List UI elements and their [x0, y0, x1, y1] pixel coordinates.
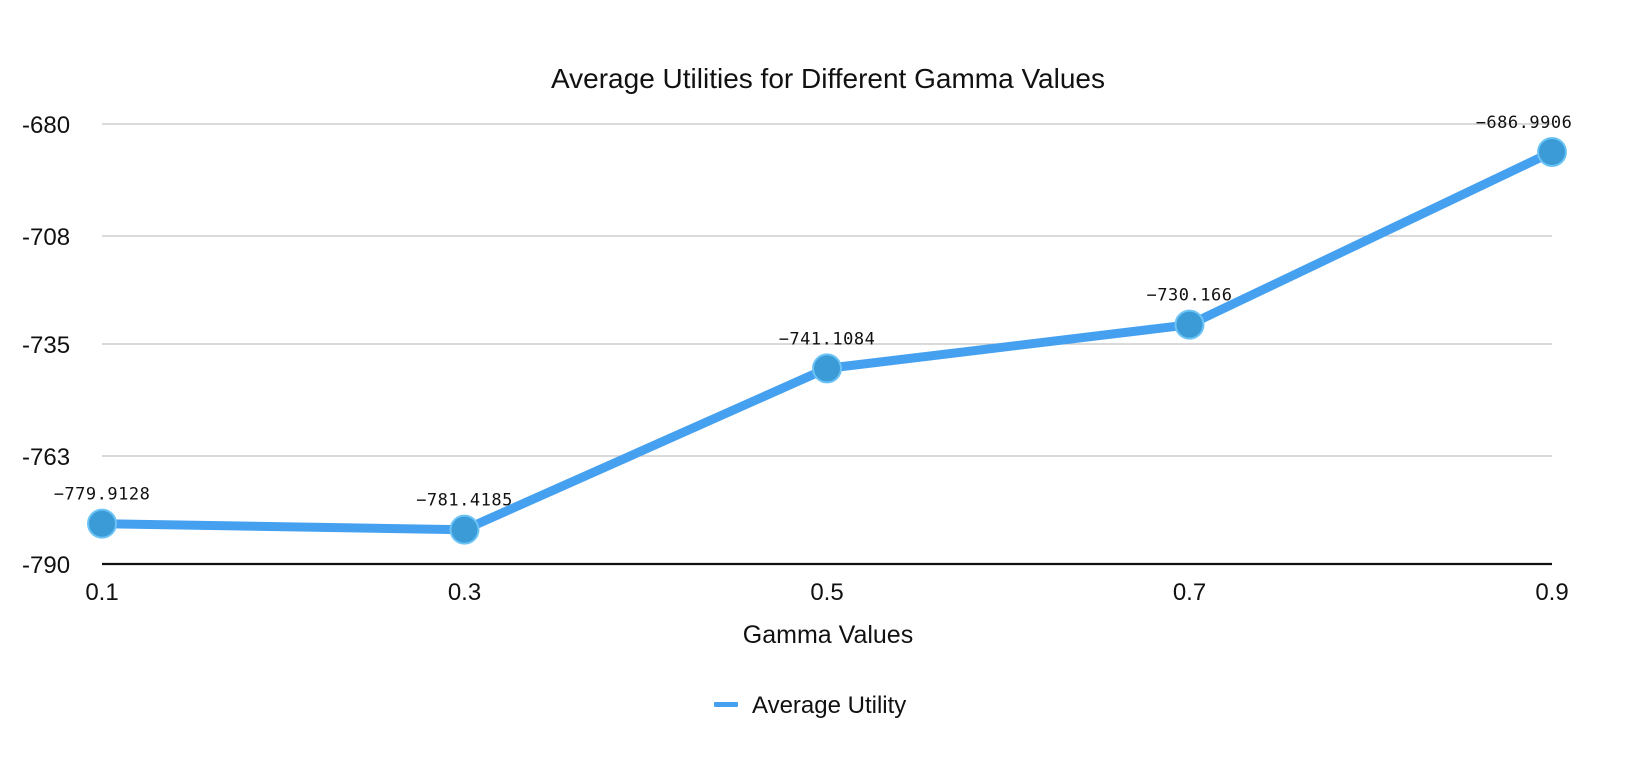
chart-title: Average Utilities for Different Gamma Va… [551, 63, 1105, 94]
axes: -790 -763 -735 -708 -680 0.1 0.3 0.5 0.7 0.9 [22, 112, 1569, 606]
data-label: −741.1084 [779, 329, 876, 349]
x-tick-label: 0.3 [448, 579, 481, 606]
data-label: −781.4185 [416, 491, 513, 511]
gridlines [102, 123, 1552, 457]
x-tick-label: 0.1 [85, 579, 118, 606]
y-tick-label: -790 [22, 552, 70, 579]
data-label: −730.166 [1147, 286, 1233, 306]
data-point [87, 508, 117, 539]
data-point [812, 353, 842, 384]
data-point [1174, 309, 1205, 340]
y-tick-label: -680 [22, 112, 70, 139]
data-label: −779.9128 [54, 485, 151, 505]
data-point [449, 514, 480, 545]
legend-label: Average Utility [752, 692, 906, 719]
series-layer [87, 136, 1567, 545]
y-tick-label: -763 [22, 444, 70, 471]
legend: Average Utility [714, 692, 906, 719]
y-tick-label: -708 [22, 224, 70, 251]
data-label: −686.9906 [1476, 113, 1573, 133]
legend-swatch [714, 702, 738, 707]
x-tick-label: 0.5 [810, 579, 843, 606]
data-labels: −779.9128 −781.4185 −741.1084 −730.166 −686.… [54, 113, 1573, 511]
x-tick-label: 0.9 [1535, 579, 1568, 606]
data-point [1537, 136, 1567, 167]
y-tick-label: -735 [22, 332, 70, 359]
x-axis-title: Gamma Values [743, 621, 913, 649]
x-tick-label: 0.7 [1173, 579, 1206, 606]
